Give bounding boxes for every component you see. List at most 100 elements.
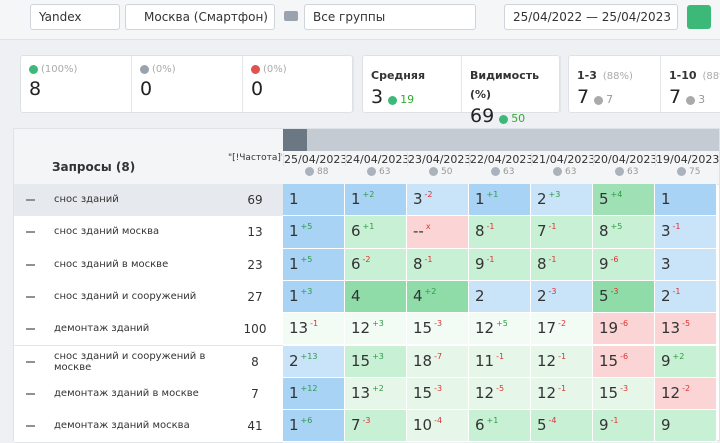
position-cell: 12 +3 xyxy=(345,313,407,346)
position: 4 xyxy=(351,286,361,305)
position-cell: 5 -4 xyxy=(531,410,593,443)
position-change: -3 xyxy=(610,286,619,296)
stat-head: (100%) xyxy=(29,64,123,75)
change-icon xyxy=(594,95,604,105)
stat-value: 8 xyxy=(29,78,42,100)
frequency: 13 xyxy=(247,225,263,240)
stat-icon xyxy=(251,64,260,74)
position: 2 xyxy=(289,351,299,370)
date-score-wrap: 75 xyxy=(677,167,700,177)
date-score: 63 xyxy=(565,167,577,177)
position: 12 xyxy=(475,319,495,338)
position: 3 xyxy=(661,254,671,273)
position: 2 xyxy=(661,286,671,305)
score-icon xyxy=(491,167,500,176)
position-wrap: 18 -7 xyxy=(413,352,442,370)
position-wrap: 9 -6 xyxy=(599,255,619,273)
position-wrap: 3 -1 xyxy=(661,222,681,240)
position-change: -3 xyxy=(548,286,557,296)
position-cell: 6 -2 xyxy=(345,248,407,281)
row-handle xyxy=(26,425,35,428)
position: 19 xyxy=(599,319,619,338)
score-icon xyxy=(677,167,686,176)
position-cell: 8 -1 xyxy=(407,248,469,281)
position-wrap: 1 +5 xyxy=(289,222,312,240)
frequency: 41 xyxy=(247,419,263,434)
query: снос зданий и сооружений в москве xyxy=(54,350,206,373)
position-change: +1 xyxy=(362,222,375,232)
position-wrap: 15 -6 xyxy=(599,352,628,370)
region-select[interactable]: Москва (Смартфон) xyxy=(125,4,275,30)
position-change: -4 xyxy=(434,416,443,426)
stat-head: (0%) xyxy=(140,64,234,75)
position: 2 xyxy=(537,286,547,305)
position-wrap: 1 xyxy=(289,190,299,208)
date-score: 50 xyxy=(441,167,453,177)
position-cell: 17 -2 xyxy=(531,313,593,346)
date-score-wrap: 63 xyxy=(367,167,390,177)
position-wrap: 2 +3 xyxy=(537,190,560,208)
position-change: +3 xyxy=(372,319,384,329)
position: 1 xyxy=(289,222,299,241)
date-range[interactable]: 25/04/2022 — 25/04/2023 xyxy=(504,4,678,30)
position: 1 xyxy=(351,190,361,208)
summary-percent: (88%) xyxy=(602,71,633,82)
position: 7 xyxy=(537,222,547,241)
position-cell: 6 +1 xyxy=(345,216,407,249)
position: 5 xyxy=(537,416,547,435)
position-cell: 8 -1 xyxy=(469,216,531,249)
group-select[interactable]: Все группы xyxy=(304,4,476,30)
position-cell: 8 -1 xyxy=(531,248,593,281)
position-cell: 2 -1 xyxy=(655,280,717,314)
position-wrap: 7 -3 xyxy=(351,416,371,434)
summary-change-wrap: 7 xyxy=(594,93,613,106)
row xyxy=(14,248,283,282)
position: 12 xyxy=(537,351,557,370)
position-cell: 4 +2 xyxy=(407,280,469,314)
position-wrap: 6 +1 xyxy=(351,222,374,240)
position-cell: 9 -1 xyxy=(593,410,655,443)
position-cell: 9 -1 xyxy=(469,248,531,281)
position-wrap: 9 +2 xyxy=(661,352,684,370)
position-change: -1 xyxy=(558,383,567,393)
position-change: -1 xyxy=(486,254,495,264)
position: 9 xyxy=(475,254,485,273)
summary-percent: (88%) xyxy=(702,71,720,82)
engine-select[interactable]: Yandex xyxy=(30,4,120,30)
position-change: -3 xyxy=(434,319,443,329)
position-wrap: 15 -3 xyxy=(413,384,442,402)
score-icon xyxy=(553,167,562,176)
position: 9 xyxy=(599,254,609,273)
position-change: +1 xyxy=(486,416,499,426)
position-change: +3 xyxy=(372,351,384,361)
score-icon xyxy=(429,167,438,176)
summary-card: Средняя 3 19 Видимость (%) 69 50 xyxy=(362,55,561,127)
position-change: +5 xyxy=(300,222,313,232)
position-change: +2 xyxy=(372,383,384,393)
date-header: 23/04/2023 xyxy=(407,153,472,166)
position-wrap: 5 -4 xyxy=(537,416,557,434)
summary-head: Видимость (%) xyxy=(470,64,552,102)
position-wrap: 1 +5 xyxy=(289,255,312,273)
position-wrap: 1 xyxy=(661,190,671,208)
summary-change-wrap: 3 xyxy=(686,93,705,106)
engine: Yandex xyxy=(39,10,82,24)
position-wrap: 15 -3 xyxy=(413,319,442,337)
change-icon xyxy=(686,95,696,105)
date-score-wrap: 63 xyxy=(491,167,514,177)
table: Запросы (8) "[!Частота]" 25/04/2023 88 24/04… xyxy=(13,128,720,443)
position: 12 xyxy=(537,383,557,402)
position-wrap: 1 +2 xyxy=(351,190,374,208)
position-cell: 5 -3 xyxy=(593,280,655,314)
position-wrap: 13 -5 xyxy=(661,319,690,337)
position-cell: 2 +13 xyxy=(283,345,345,378)
position-change: -6 xyxy=(610,254,619,264)
group: Все группы xyxy=(313,10,386,24)
row-handle xyxy=(26,295,35,298)
folder-icon xyxy=(284,11,298,21)
export-button[interactable] xyxy=(687,5,711,29)
date-score-wrap: 63 xyxy=(615,167,638,177)
row-handle xyxy=(26,231,35,234)
date-score: 75 xyxy=(689,167,701,177)
